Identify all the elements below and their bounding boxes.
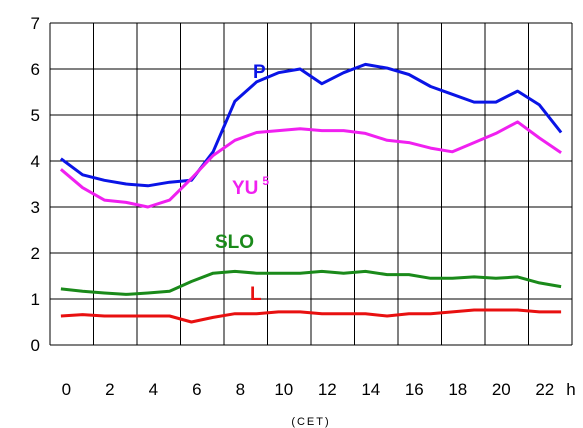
- x-tick-label: 6: [192, 380, 201, 399]
- x-tick-label: 20: [492, 380, 511, 399]
- series-label-superscript: 5: [262, 174, 269, 188]
- series-line-l: [60, 308, 562, 324]
- x-tick-label: 16: [405, 380, 424, 399]
- x-tick-label: 2: [105, 380, 114, 399]
- series-lines: [59, 62, 563, 324]
- y-tick-label: 4: [31, 152, 40, 171]
- y-tick-label: 7: [31, 14, 40, 33]
- x-axis-unit-label: h: [566, 380, 575, 399]
- series-line-slo: [60, 269, 562, 296]
- series-line-p: [60, 62, 563, 188]
- series-label-slo: SLO: [215, 232, 254, 253]
- x-tick-label: 18: [448, 380, 467, 399]
- y-tick-label: 5: [31, 106, 40, 125]
- x-tick-label: 22: [535, 380, 554, 399]
- x-axis-tick-labels: 0 2 4 6 8 10 12 14 16 18 20 22: [62, 380, 555, 399]
- x-tick-label: 4: [149, 380, 158, 399]
- x-tick-label: 10: [274, 380, 293, 399]
- x-tick-label: 0: [62, 380, 71, 399]
- y-tick-label: 6: [31, 60, 40, 79]
- y-tick-label: 3: [31, 198, 40, 217]
- x-tick-label: 8: [236, 380, 245, 399]
- y-tick-label: 1: [31, 290, 40, 309]
- series-label-p: P: [253, 62, 266, 83]
- series-line-yu: [59, 120, 562, 209]
- x-tick-label: 14: [361, 380, 380, 399]
- x-axis-caption: (CET): [291, 416, 330, 428]
- series-label-l: L: [250, 284, 262, 305]
- x-tick-label: 12: [318, 380, 337, 399]
- y-axis-tick-labels: 0 1 2 3 4 5 6 7: [31, 14, 40, 355]
- series-labels: P YU 5 SLO L: [215, 62, 269, 305]
- y-tick-label: 2: [31, 244, 40, 263]
- series-label-yu: YU 5: [232, 174, 269, 199]
- y-tick-label: 0: [31, 336, 40, 355]
- grid-lines: [49, 22, 573, 346]
